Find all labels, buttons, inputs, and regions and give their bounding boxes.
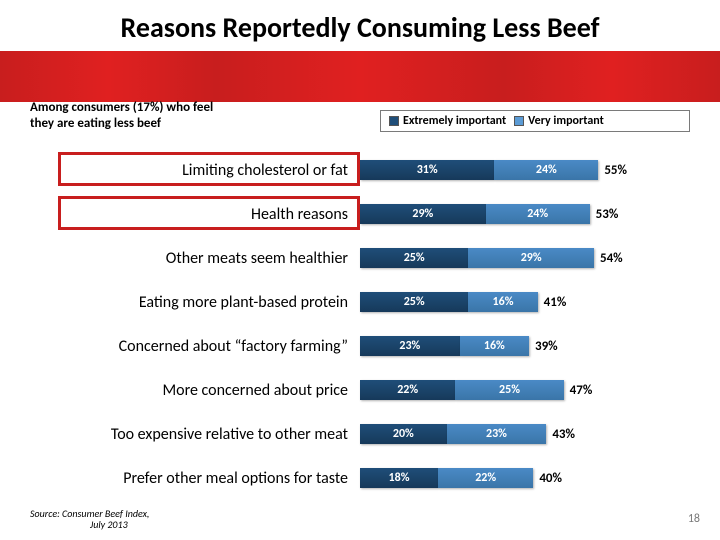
bar-total: 54% — [600, 251, 623, 266]
bar-total: 43% — [552, 427, 575, 442]
bar-segment-extremely: 29% — [360, 204, 486, 224]
source-line2: July 2013 — [90, 518, 128, 531]
bar-wrap: 20%23% 43% — [360, 424, 670, 444]
row-label: Health reasons — [30, 205, 360, 224]
bar-wrap: 18%22% 40% — [360, 468, 670, 488]
bar-total: 41% — [544, 295, 567, 310]
row-label: Other meats seem healthier — [30, 249, 360, 268]
page-title: Reasons Reportedly Consuming Less Beef — [0, 10, 720, 51]
bar-segment-very: 23% — [447, 424, 547, 444]
bar-wrap: 23%16% 39% — [360, 336, 670, 356]
row-label: Eating more plant-based protein — [30, 293, 360, 312]
bar-segment-extremely: 25% — [360, 292, 468, 312]
chart-row: Limiting cholesterol or fat31%24% 55% — [30, 148, 700, 192]
legend-swatch-extremely — [389, 116, 399, 126]
bar-wrap: 22%25% 47% — [360, 380, 670, 400]
bar-segment-very: 24% — [486, 204, 590, 224]
bar-total: 53% — [596, 207, 619, 222]
bar-segment-extremely: 18% — [360, 468, 438, 488]
source-citation: Source: Consumer Beef Index, July 2013 — [30, 508, 149, 530]
legend-very-label: Very important — [528, 114, 604, 128]
bar-segment-extremely: 31% — [360, 160, 494, 180]
chart-row: Health reasons29%24% 53% — [30, 192, 700, 236]
bar-wrap: 25%29% 54% — [360, 248, 670, 268]
bar-segment-very: 25% — [455, 380, 563, 400]
bar-segment-extremely: 23% — [360, 336, 460, 356]
bar-segment-very: 16% — [468, 292, 537, 312]
bar-segment-very: 16% — [460, 336, 529, 356]
legend-extremely: Extremely important — [389, 114, 506, 128]
bar-total: 39% — [535, 339, 558, 354]
bar-segment-very: 22% — [438, 468, 533, 488]
chart-row: More concerned about price22%25% 47% — [30, 368, 700, 412]
bar-chart: Limiting cholesterol or fat31%24%55%Heal… — [30, 148, 700, 500]
bar-segment-very: 24% — [494, 160, 598, 180]
chart-row: Other meats seem healthier25%29% 54% — [30, 236, 700, 280]
bar-wrap: 31%24% 55% — [360, 160, 670, 180]
bar-wrap: 29%24% 53% — [360, 204, 670, 224]
legend-swatch-very — [514, 116, 524, 126]
bar-segment-extremely: 22% — [360, 380, 455, 400]
bar-total: 40% — [539, 471, 562, 486]
chart-row: Prefer other meal options for taste18%22… — [30, 456, 700, 500]
bar-segment-very: 29% — [468, 248, 594, 268]
chart-row: Eating more plant-based protein25%16% 41% — [30, 280, 700, 324]
subtitle-line1: Among consumers (17%) who feel — [30, 100, 213, 115]
row-label: Concerned about “factory farming” — [30, 337, 360, 356]
row-label: Prefer other meal options for taste — [30, 469, 360, 488]
page-number: 18 — [688, 512, 700, 526]
chart-row: Concerned about “factory farming”23%16% 3… — [30, 324, 700, 368]
chart-row: Too expensive relative to other meat20%2… — [30, 412, 700, 456]
legend-extremely-label: Extremely important — [403, 114, 506, 128]
row-label: More concerned about price — [30, 381, 360, 400]
row-label: Limiting cholesterol or fat — [30, 161, 360, 180]
row-label: Too expensive relative to other meat — [30, 425, 360, 444]
bar-segment-extremely: 20% — [360, 424, 447, 444]
subtitle: Among consumers (17%) who feel they are … — [30, 100, 213, 131]
chart-legend: Extremely important Very important — [380, 110, 690, 132]
bar-total: 47% — [570, 383, 593, 398]
bar-segment-extremely: 25% — [360, 248, 468, 268]
subtitle-line2: they are eating less beef — [30, 116, 161, 131]
bar-total: 55% — [604, 163, 627, 178]
bar-wrap: 25%16% 41% — [360, 292, 670, 312]
legend-very: Very important — [514, 114, 604, 128]
